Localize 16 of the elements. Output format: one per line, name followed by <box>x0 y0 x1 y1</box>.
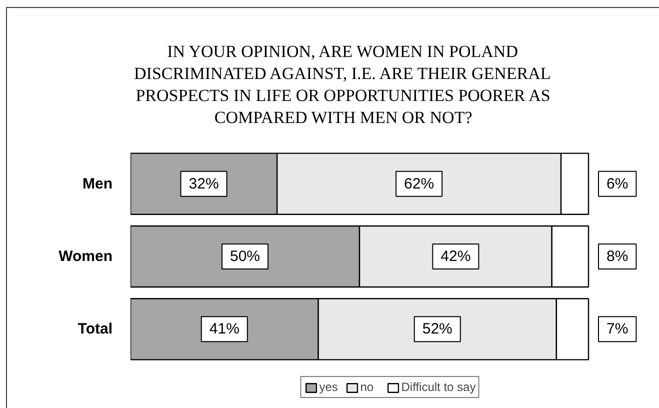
y-tick-label: Women <box>58 248 113 266</box>
y-tick-label: Total <box>78 320 112 338</box>
data-label: 62% <box>404 175 434 192</box>
data-label: 32% <box>188 175 219 192</box>
data-label: 8% <box>606 248 628 266</box>
legend-label: Difficult to say <box>401 380 476 394</box>
legend-label: yes <box>319 380 339 394</box>
chart-title: IN YOUR OPINION, ARE WOMEN IN POLAND DISCRIMINATED AGAINST, I.E. ARE THEIR GENERAL PROSPECTS IN LIFE OR OPPORTUNITIES POORER AS COMPARED WITH MEN OR NOT? <box>134 42 551 127</box>
data-label: 7% <box>606 320 628 338</box>
data-label: 6% <box>606 175 628 192</box>
y-tick-label: Men <box>82 175 112 192</box>
legend-label: no <box>360 380 375 394</box>
data-label: 42% <box>440 248 471 266</box>
data-label: 52% <box>422 320 452 338</box>
data-label: 50% <box>230 248 260 266</box>
data-label: 41% <box>209 320 240 338</box>
